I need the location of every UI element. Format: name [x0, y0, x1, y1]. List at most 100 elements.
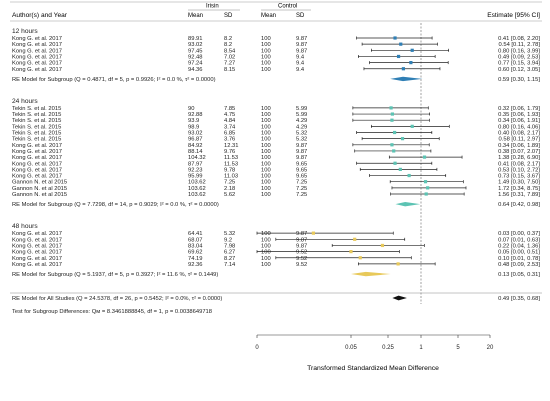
control-sd: 5.99 — [296, 106, 307, 112]
irisin-mean: 93.02 — [188, 42, 203, 48]
x-tick-label: 0.05 — [345, 345, 357, 351]
study-name: Kong G. et al. 2017 — [12, 61, 62, 67]
control-sd: 9.4 — [296, 67, 305, 73]
estimate-ci-text: 0.05 [0.00, 0.51] — [498, 250, 540, 256]
control-mean: 100 — [261, 118, 271, 124]
irisin-mean: 68.07 — [188, 237, 203, 243]
irisin-sd: 8.15 — [224, 67, 235, 73]
study-name: Kong G. et al. 2017 — [12, 36, 62, 42]
x-axis-ticks: 0 0.05 0.25 1 5 20 — [255, 335, 494, 351]
irisin-mean: 88.14 — [188, 149, 203, 155]
irisin-mean: 97.45 — [188, 48, 203, 54]
irisin-sd: 5.32 — [224, 231, 235, 237]
estimate-ci-text: 0.34 [0.06, 1.91] — [498, 118, 540, 124]
subgroup-summary-estimate: 0.13 [0.05, 0.31] — [498, 272, 540, 278]
estimate-ci-text: 1.38 [0.28, 6.90] — [498, 155, 540, 161]
estimate-ci-text: 0.34 [0.06, 1.89] — [498, 143, 540, 149]
study-name: Kong G. et al. 2017 — [12, 143, 62, 149]
study-name: Kong G. et al. 2017 — [12, 231, 62, 237]
control-mean: 100 — [261, 36, 271, 42]
estimate-ci-text: 0.60 [0.12, 3.05] — [498, 67, 540, 73]
irisin-sd: 4.84 — [224, 118, 236, 124]
control-sd: 9.87 — [296, 42, 307, 48]
irisin-sd: 8.2 — [224, 36, 232, 42]
control-sd: 4.29 — [296, 118, 307, 124]
estimate-ci-text: 0.80 [0.16, 3.99] — [498, 48, 540, 54]
point-estimate-square — [349, 250, 353, 254]
study-column-header: Author(s) and Year — [12, 12, 68, 19]
control-mean: 100 — [261, 186, 271, 192]
subgroup-label: 12 hours — [12, 28, 38, 35]
point-estimate-square — [409, 61, 413, 65]
point-estimate-square — [426, 186, 430, 190]
control-group-header: Control — [278, 4, 297, 10]
control-sd: 5.99 — [296, 112, 307, 118]
estimate-ci-text: 0.35 [0.06, 1.93] — [498, 112, 540, 118]
control-sd: 7.25 — [296, 180, 307, 186]
point-estimate-square — [393, 36, 397, 40]
control-mean: 100 — [261, 250, 271, 256]
irisin-mean: 93.02 — [188, 131, 203, 137]
control-sd: 9.87 — [296, 155, 307, 161]
irisin-mean: 103.62 — [188, 192, 206, 198]
control-sd: 9.87 — [296, 143, 307, 149]
point-estimate-square — [410, 48, 414, 52]
control-sd: 9.65 — [296, 174, 307, 180]
estimate-ci-text: 0.22 [0.04, 1.36] — [498, 243, 540, 249]
control-mean: 100 — [261, 48, 271, 54]
control-mean: 100 — [261, 256, 271, 262]
control-sd: 5.32 — [296, 137, 307, 143]
study-name: Kong G. et al. 2017 — [12, 174, 62, 180]
point-estimate-square — [396, 262, 400, 266]
control-mean: 100 — [261, 42, 271, 48]
control-sd: 9.65 — [296, 167, 307, 173]
study-name: Kong G. et al. 2017 — [12, 149, 62, 155]
irisin-mean: 92.48 — [188, 54, 203, 60]
study-name: Kong G. et al. 2017 — [12, 42, 62, 48]
control-mean: 100 — [261, 174, 271, 180]
subgroup-summary-diamond — [395, 201, 421, 207]
control-sd: 9.87 — [296, 231, 307, 237]
subgroup-summary-label: RE Model for Subgroup (Q = 7.7298, df = … — [12, 202, 219, 208]
irisin-mean: 97.24 — [188, 61, 203, 67]
irisin-mean: 92.36 — [188, 262, 203, 268]
point-estimate-square — [422, 155, 427, 159]
irisin-sd: 7.14 — [224, 262, 236, 268]
irisin-mean: 69.62 — [188, 250, 203, 256]
overall-summary-diamond — [392, 295, 407, 301]
control-mean: 100 — [261, 124, 271, 130]
x-axis-label: Transformed Standardized Mean Difference — [307, 365, 439, 372]
estimate-ci-text: 0.41 [0.08, 2.20] — [498, 36, 540, 42]
study-name: Kong G. et al. 2017 — [12, 67, 62, 73]
control-mean: 100 — [261, 180, 271, 186]
control-sd: 9.87 — [296, 48, 307, 54]
irisin-sd: 3.74 — [224, 124, 236, 130]
control-mean: 100 — [261, 67, 271, 73]
study-name: Kong G. et al. 2017 — [12, 161, 62, 167]
control-sd: 5.32 — [296, 131, 307, 137]
irisin-mean: 103.62 — [188, 186, 206, 192]
study-name: Kong G. et al. 2017 — [12, 237, 62, 243]
control-sd: 9.52 — [296, 262, 307, 268]
study-name: Tekin S. et al. 2015 — [12, 124, 61, 130]
study-name: Kong G. et al. 2017 — [12, 256, 62, 262]
irisin-sd: 9.2 — [224, 237, 232, 243]
control-mean: 100 — [261, 161, 271, 167]
control-mean: 100 — [261, 106, 271, 112]
study-name: Tekin S. et al. 2015 — [12, 112, 61, 118]
subgroup-summary-diamond — [351, 271, 391, 277]
irisin-mean: 104.32 — [188, 155, 206, 161]
x-tick-label: 0.25 — [382, 345, 394, 351]
subgroup-summary-label: RE Model for Subgroup (Q = 0.4871, df = … — [12, 77, 216, 83]
irisin-mean: 96.87 — [188, 137, 203, 143]
subgroup-summary-diamond — [390, 76, 423, 82]
estimate-ci-text: 0.10 [0.01, 0.78] — [498, 256, 540, 262]
control-mean: 100 — [261, 237, 271, 243]
irisin-sd: 9.78 — [224, 167, 235, 173]
irisin-sd: 6.27 — [224, 250, 235, 256]
estimate-column-header: Estimate [95% CI] — [487, 12, 540, 19]
irisin-mean: 64.41 — [188, 231, 203, 237]
estimate-ci-text: 1.49 [0.30, 7.50] — [498, 180, 540, 186]
